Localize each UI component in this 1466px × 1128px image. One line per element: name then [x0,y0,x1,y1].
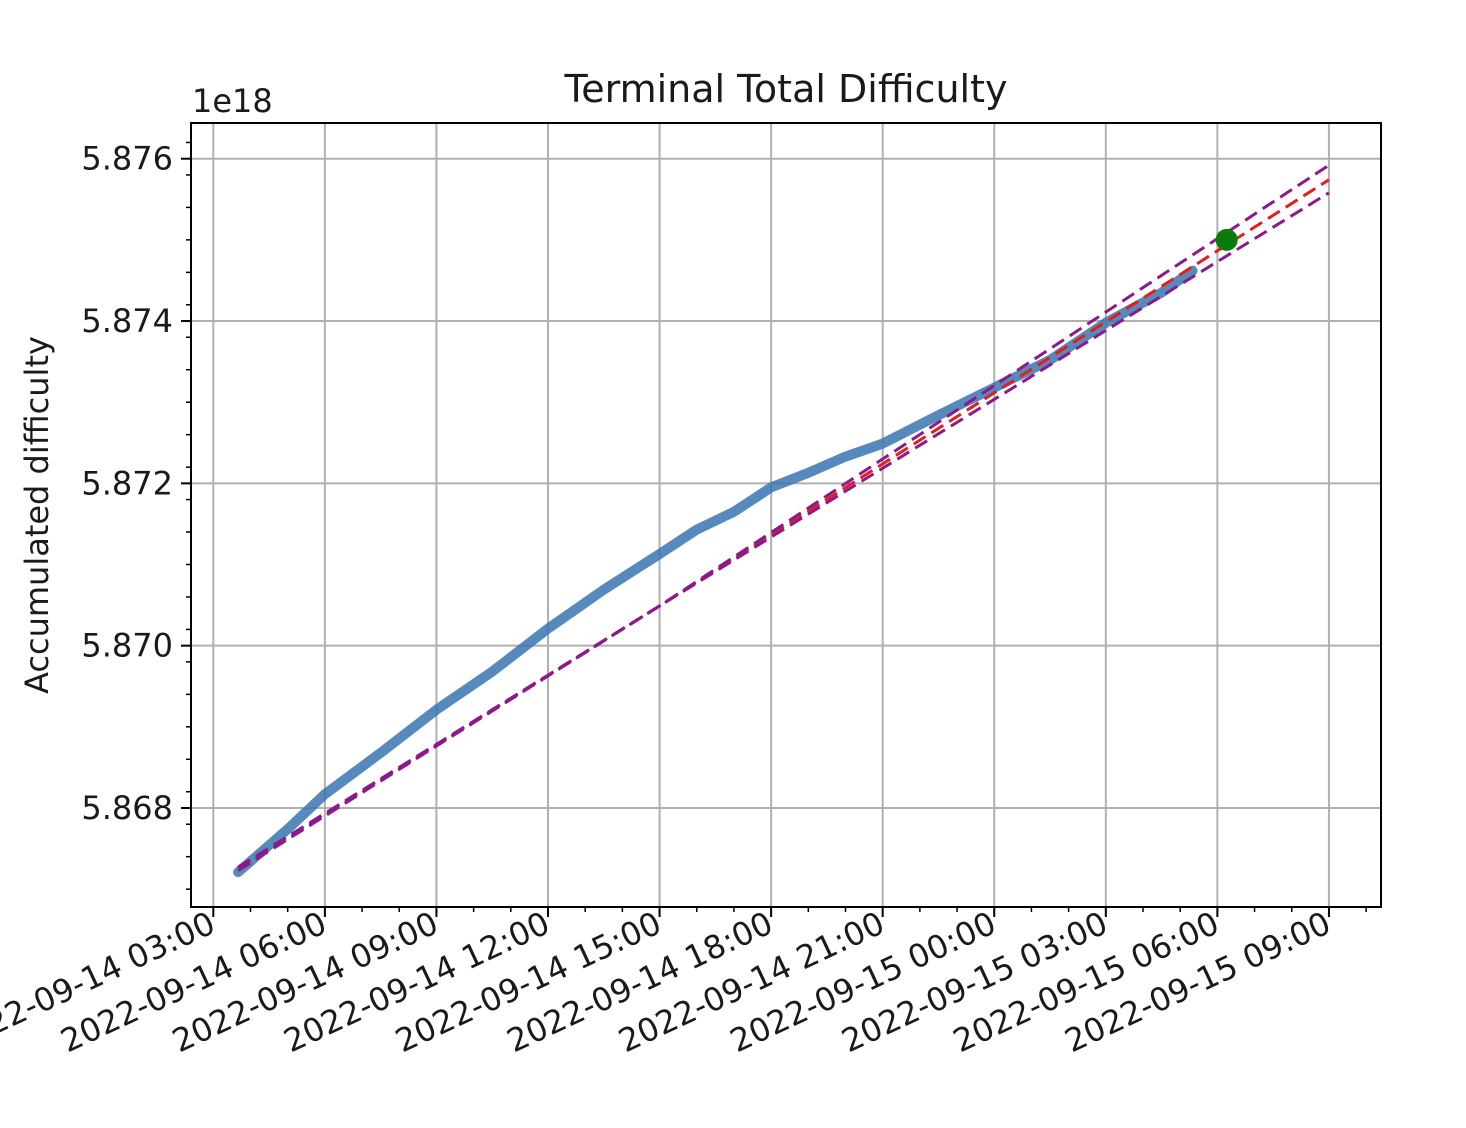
y-tick-label: 5.872 [81,464,173,502]
chart-title: Terminal Total Difficulty [564,67,1008,111]
series-line-upper-bound [237,163,1330,869]
series-layer [233,163,1330,878]
y-axis-label: Accumulated difficulty [18,336,56,694]
y-tick-label: 5.868 [81,789,173,827]
plot-frame [190,122,1382,908]
ttd-marker-point [1215,228,1238,251]
y-offset-label: 1e18 [192,82,273,120]
y-tick-label: 5.870 [81,627,173,665]
y-tick-label: 5.876 [81,140,173,178]
y-tick-label: 5.874 [81,302,173,340]
